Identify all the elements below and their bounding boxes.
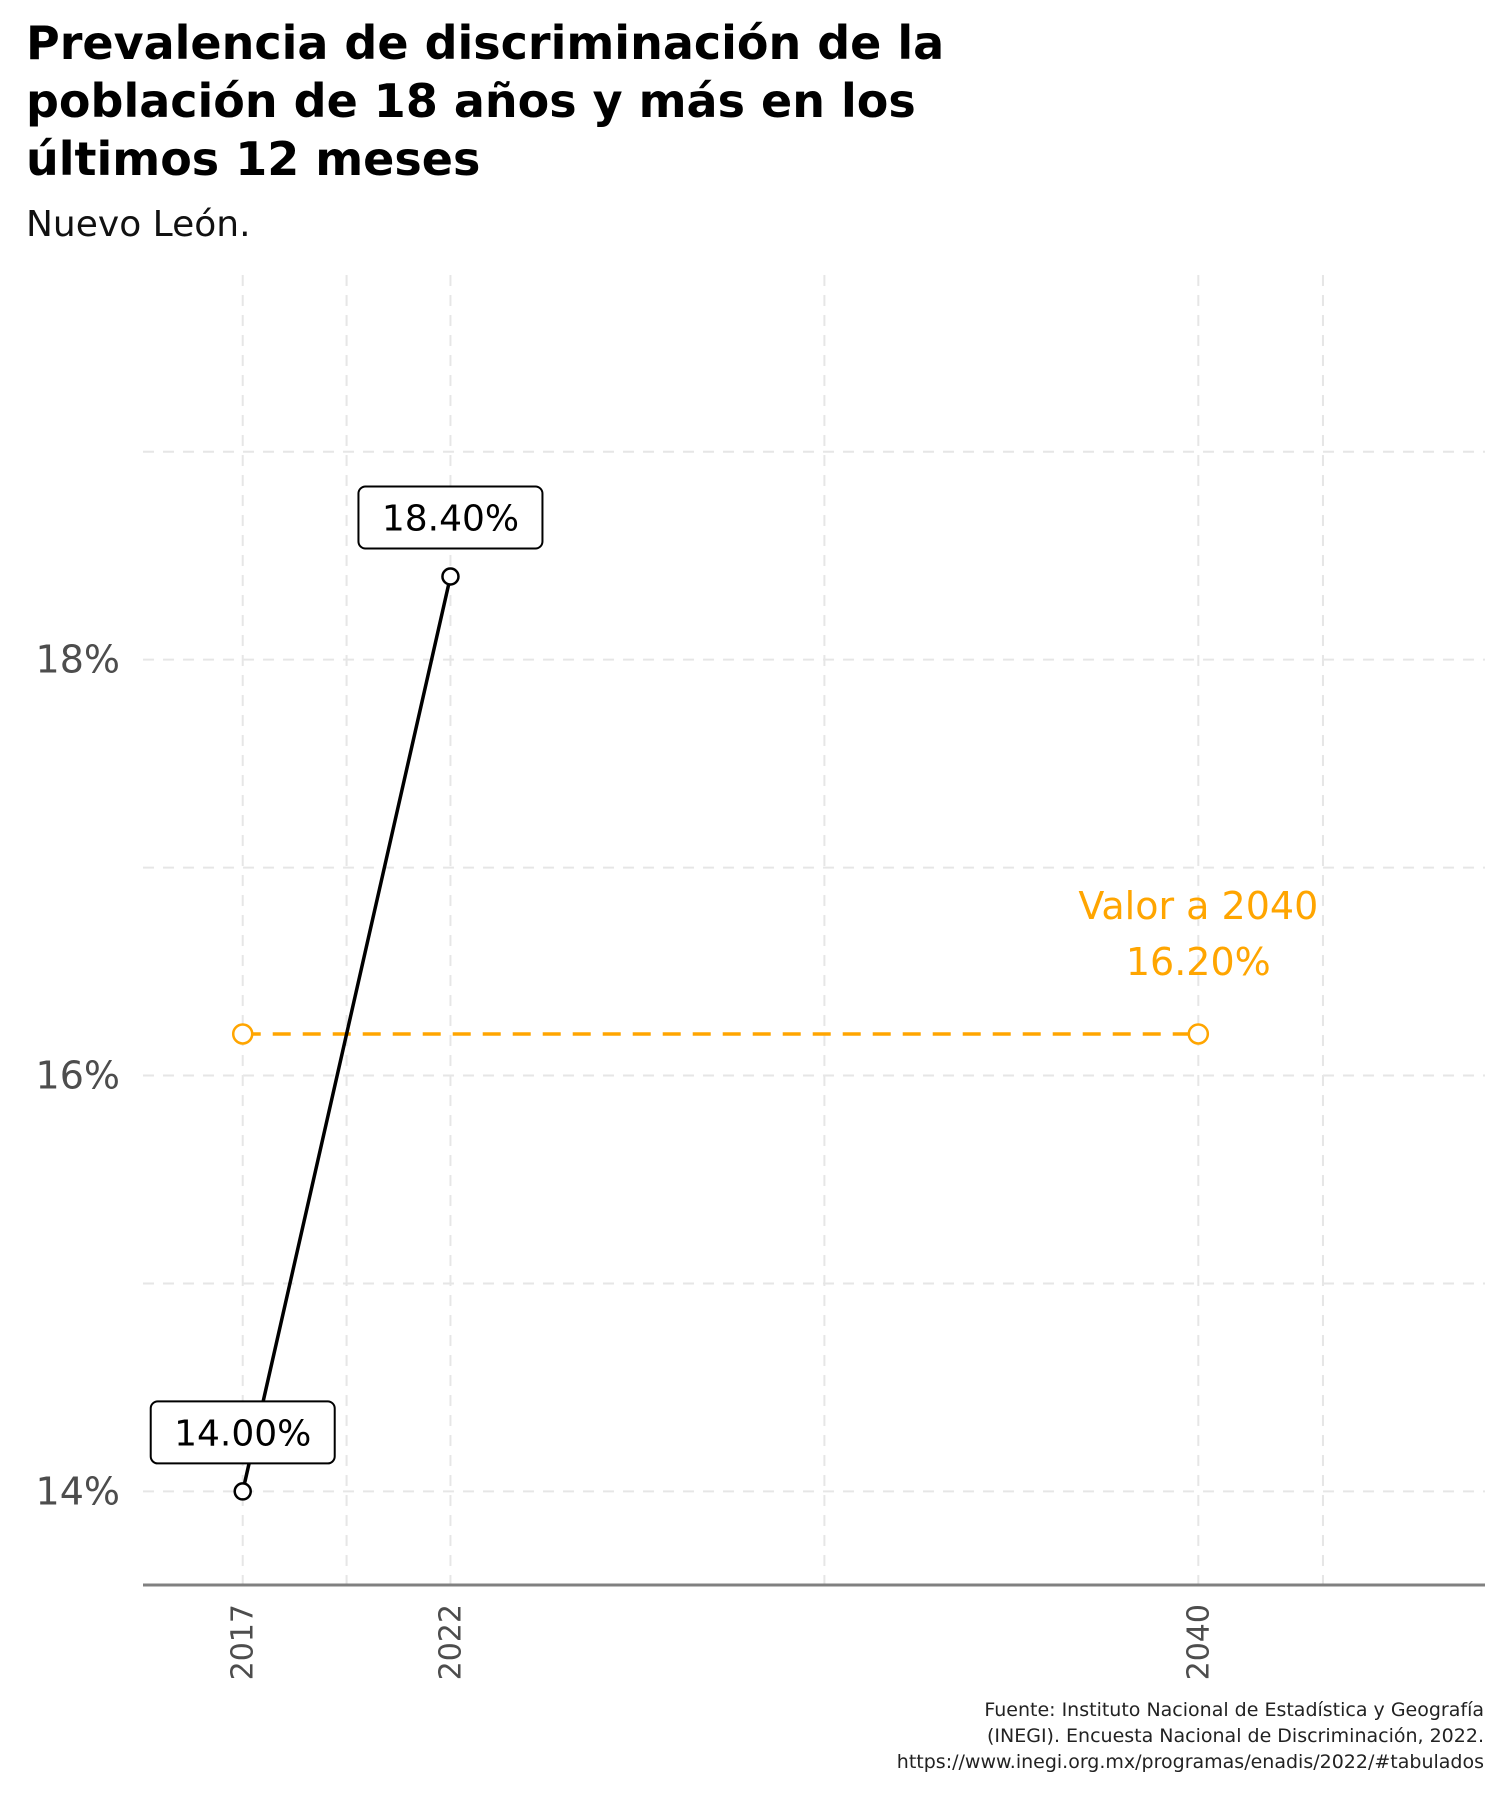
series-line [241, 576, 453, 1492]
y-tick-label: 16% [36, 1054, 120, 1098]
y-tick-label: 14% [36, 1469, 120, 1513]
target-point [231, 1023, 254, 1045]
target-label: Valor a 2040 [1078, 884, 1318, 928]
target-value-label: 16.20% [1126, 940, 1271, 984]
data-point [441, 567, 460, 586]
data-point [233, 1482, 252, 1501]
chart-title-line: Prevalencia de discriminación de la [26, 16, 945, 70]
chart-title: Prevalencia de discriminación de la pobl… [26, 14, 1026, 188]
data-label-box [149, 1400, 336, 1465]
chart-title-line: últimos 12 meses [26, 132, 481, 186]
data-label: 14.00% [174, 1413, 311, 1454]
x-tick-label: 2017 [226, 1604, 261, 1680]
x-tick-label: 2022 [433, 1604, 468, 1680]
chart-subtitle: Nuevo León. [26, 204, 251, 245]
data-label: 18.40% [382, 499, 519, 540]
x-tick-label: 2040 [1181, 1604, 1216, 1680]
data-label-box [357, 485, 544, 550]
caption-line: Fuente: Instituto Nacional de Estadístic… [984, 1699, 1484, 1721]
source-caption: Fuente: Instituto Nacional de Estadístic… [897, 1697, 1484, 1775]
target-point [1187, 1023, 1210, 1045]
chart-title-line: población de 18 años y más en los [26, 74, 916, 128]
y-tick-label: 18% [36, 638, 120, 682]
caption-line: (INEGI). Encuesta Nacional de Discrimina… [987, 1725, 1484, 1747]
caption-line: https://www.inegi.org.mx/programas/enadi… [896, 1751, 1484, 1773]
